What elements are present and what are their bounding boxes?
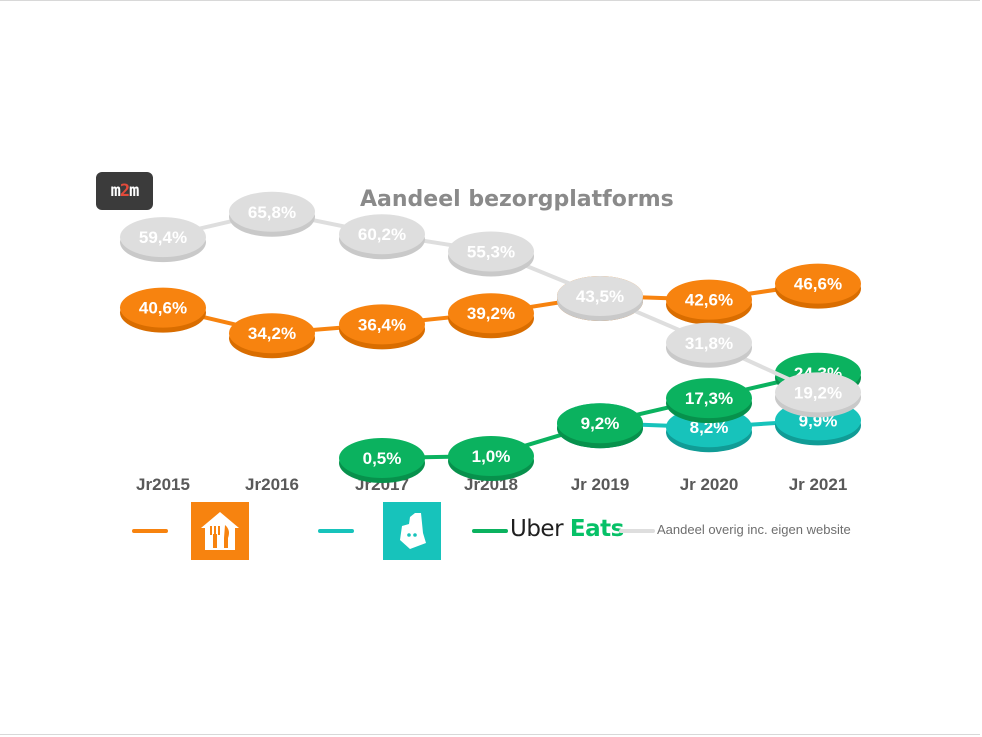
overig-point: 60,2% (339, 214, 425, 260)
ubereats-data-label: 17,3% (685, 389, 733, 408)
overig-data-label: 55,3% (467, 242, 515, 261)
deliveroo-logo-icon (383, 502, 441, 560)
x-tick-label: Jr 2019 (571, 475, 630, 494)
x-tick-label: Jr 2020 (680, 475, 739, 494)
ubereats-point-marker (339, 438, 425, 478)
overig-point: 59,4% (120, 217, 206, 263)
thuisbezorgd-point: 40,6% (120, 287, 206, 333)
deliveroo-data-label: 8,2% (690, 418, 729, 437)
logo-letter-m1: m (110, 181, 121, 201)
overig-point-marker (557, 276, 643, 316)
thuisbezorgd-point: 34,2% (229, 313, 315, 359)
overig-data-label: 43,5% (576, 287, 624, 306)
overig-point: 65,8% (229, 191, 315, 237)
thuisbezorgd-point: 36,4% (339, 304, 425, 350)
overig-point: 43,5% (557, 276, 643, 321)
overig-data-label: 65,8% (248, 203, 296, 222)
thuisbezorgd-point-marker (666, 279, 752, 320)
thuisbezorgd-data-label: 46,6% (794, 275, 842, 294)
overig-data-label: 31,8% (685, 334, 733, 353)
chart-title: Aandeel bezorgplatforms (360, 187, 674, 212)
legend-label-overig: Aandeel overig inc. eigen website (657, 522, 851, 537)
overig-data-label: 59,4% (139, 228, 187, 247)
logo-letter-m2: m (129, 181, 139, 201)
ubereats-logo: Uber Eats (510, 516, 624, 542)
ubereats-data-label: 1,0% (472, 447, 511, 466)
ubereats-eats-text: Eats (569, 516, 624, 542)
kangaroo-icon (400, 513, 426, 549)
ubereats-point: 1,0% (448, 436, 534, 481)
ubereats-point-marker (557, 403, 643, 444)
overig-point-marker (229, 191, 315, 232)
thuisbezorgd-point-marker (775, 263, 861, 304)
thuisbezorgd-point-marker (120, 287, 206, 328)
overig-point-marker (666, 322, 752, 363)
thuisbezorgd-point: 46,6% (775, 263, 861, 309)
x-tick-label: Jr2015 (136, 475, 190, 494)
thuisbezorgd-point-marker (448, 293, 534, 334)
overig-point-marker (120, 217, 206, 258)
ubereats-data-label: 0,5% (363, 449, 402, 468)
legend-line-deliveroo (318, 529, 354, 533)
thuisbezorgd-data-label: 42,6% (685, 291, 733, 310)
thuisbezorgd-point-marker (229, 313, 315, 354)
x-tick-label: Jr 2021 (789, 475, 848, 494)
logo-digit-2: 2 (119, 181, 130, 201)
overig-data-label: 60,2% (358, 225, 406, 244)
thuisbezorgd-data-label: 34,2% (248, 324, 296, 343)
legend-line-ubereats (472, 529, 508, 533)
ubereats-point-marker (448, 436, 534, 476)
ubereats-point-marker (666, 378, 752, 419)
ubereats-point: 9,2% (557, 403, 643, 449)
legend-line-thuisbezorgd (132, 529, 168, 533)
overig-point-marker (448, 231, 534, 272)
thuisbezorgd-data-label: 36,4% (358, 315, 406, 334)
thuisbezorgd-data-label: 39,2% (467, 304, 515, 323)
ubereats-data-label: 9,2% (581, 414, 620, 433)
thuisbezorgd-point-marker (339, 304, 425, 345)
x-tick-label: Jr2016 (245, 475, 299, 494)
ubereats-point: 0,5% (339, 438, 425, 483)
thuisbezorgd-point: 39,2% (448, 293, 534, 339)
legend-line-overig (619, 529, 655, 533)
overig-point-marker (775, 372, 861, 413)
overig-point: 55,3% (448, 231, 534, 277)
ubereats-point: 17,3% (666, 378, 752, 424)
overig-point-marker (339, 214, 425, 255)
house-cutlery-icon (201, 512, 239, 550)
thuisbezorgd-point: 42,6% (666, 279, 752, 325)
overig-data-label: 19,2% (794, 383, 842, 402)
thuisbezorgd-data-label: 40,6% (139, 299, 187, 318)
overig-point: 19,2% (775, 372, 861, 418)
thuisbezorgd-logo-icon (191, 502, 249, 560)
ubereats-uber-text: Uber (510, 516, 564, 542)
overig-point: 31,8% (666, 322, 752, 368)
